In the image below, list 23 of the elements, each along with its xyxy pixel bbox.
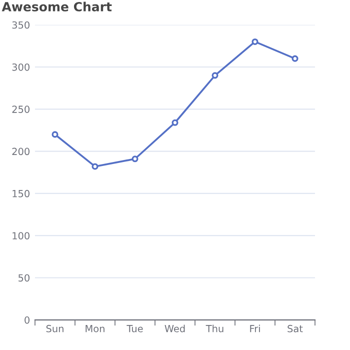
point [132,156,138,162]
point [92,163,98,170]
y-tick-label: 250 [12,106,30,113]
point [292,55,298,62]
y-tick-label: 150 [12,190,30,198]
x-tick-label: Thu [206,324,224,332]
x-tick-label: Mon [86,325,104,332]
x-tick-label: Wed [164,324,185,332]
point [52,131,58,138]
x-tick-label: Sun [46,324,64,332]
x-tick-label: Tue [126,325,143,332]
y-tick-label: 300 [12,63,30,71]
chart-title: Awesome Chart [2,2,112,12]
point [172,119,178,126]
y-tick-label: 100 [12,232,30,240]
y-tick-label: 350 [12,21,30,29]
point [212,72,218,79]
y-tick-label: 200 [12,148,30,156]
x-tick-label: Sat [288,324,303,332]
point [252,38,258,45]
y-tick-label: 50 [18,274,30,282]
y-tick-label: 0 [24,316,30,324]
x-tick-label: Fri [250,324,260,332]
